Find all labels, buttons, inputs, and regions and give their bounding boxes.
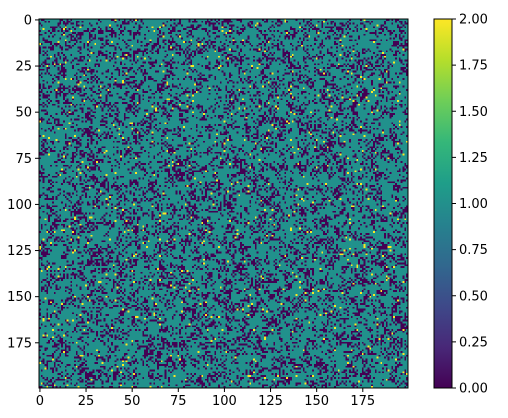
- x-tick-label: 150: [304, 394, 329, 409]
- x-tick-label: 75: [170, 394, 187, 409]
- y-tick-label: 125: [7, 244, 32, 259]
- colorbar-tick-label: 0.00: [459, 382, 488, 397]
- x-axis: 0 25 50 75 100 125 150 175: [36, 388, 375, 409]
- y-tick-label: 75: [15, 152, 32, 167]
- colorbar-tick-label: 2.00: [459, 13, 488, 28]
- x-tick-label: 0: [36, 394, 44, 409]
- colorbar: 0.00 0.25 0.50 0.75 1.00 1.25 1.50 1.75 2.00: [433, 13, 488, 397]
- x-tick-label: 25: [78, 394, 95, 409]
- x-tick-label: 125: [258, 394, 283, 409]
- y-tick-label: 0: [24, 13, 32, 28]
- y-axis: 0 25 50 75 100 125 150 175: [7, 13, 39, 351]
- colorbar-tick-label: 0.75: [459, 243, 488, 258]
- colorbar-tick-label: 0.25: [459, 335, 488, 350]
- colorbar-tick-label: 1.75: [459, 59, 488, 74]
- heatmap-image: [39, 19, 408, 388]
- colorbar-tick-label: 1.00: [459, 197, 488, 212]
- x-tick-label: 175: [350, 394, 375, 409]
- colorbar-tick-label: 0.50: [459, 289, 488, 304]
- heatmap-plot-area: [38, 18, 409, 389]
- y-tick-label: 25: [15, 60, 32, 75]
- colorbar-gradient: [434, 19, 452, 388]
- y-tick-label: 175: [7, 336, 32, 351]
- x-tick-label: 50: [124, 394, 141, 409]
- colorbar-tick-label: 1.25: [459, 151, 488, 166]
- y-tick-label: 100: [7, 198, 32, 213]
- plot-frame: [38, 18, 409, 389]
- y-tick-label: 50: [15, 106, 32, 121]
- y-tick-label: 150: [7, 290, 32, 305]
- x-tick-label: 100: [212, 394, 237, 409]
- colorbar-ticks: 0.00 0.25 0.50 0.75 1.00 1.25 1.50 1.75 2.00: [452, 13, 488, 397]
- colorbar-tick-label: 1.50: [459, 105, 488, 120]
